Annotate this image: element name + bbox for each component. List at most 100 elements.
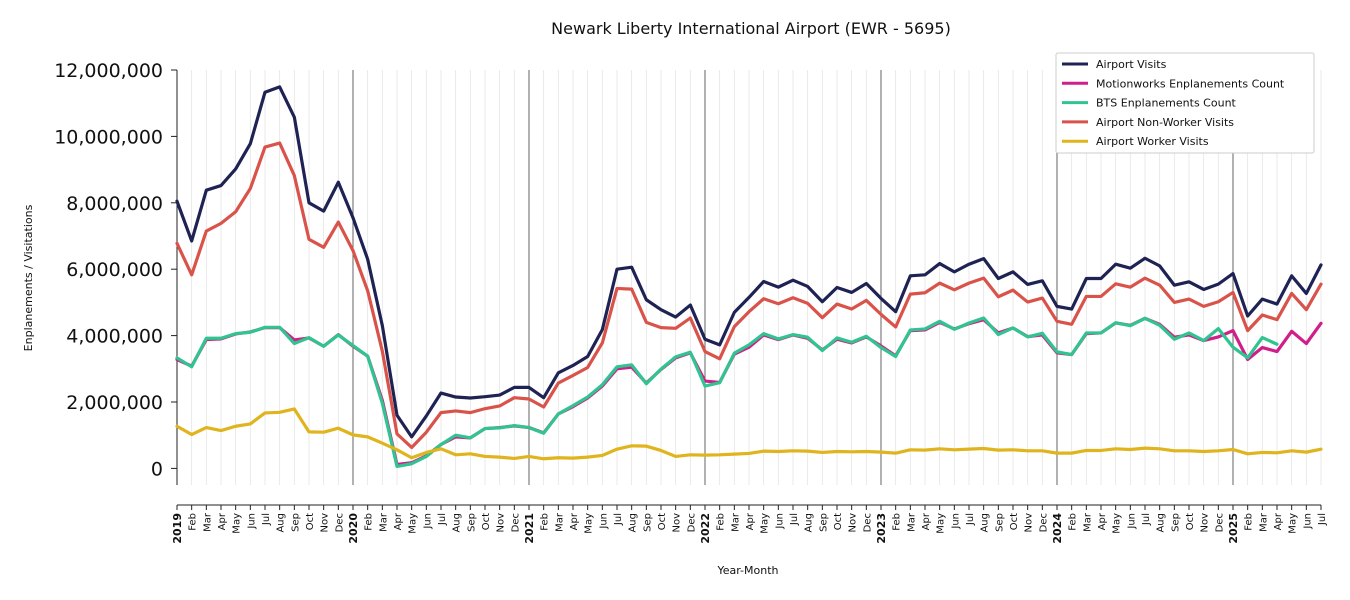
x-tick-label: 2025 [1227,513,1240,544]
x-tick-label: Dec [334,513,345,532]
x-tick-label: Jul [613,513,624,526]
x-tick-label: Feb [188,513,199,531]
x-tick-label: Nov [320,513,331,533]
x-tick-label: May [584,513,595,534]
legend-label: BTS Enplanements Count [1096,97,1237,110]
x-tick-label: Feb [1068,513,1079,531]
x-tick-label: Feb [540,513,551,531]
legend: Airport Visits Motionworks Enplanements C… [1055,52,1315,154]
x-tick-label: Jul [437,513,448,526]
x-tick-label: May [760,513,771,534]
x-tick-label: Feb [1244,513,1255,531]
x-tick-label: Apr [1097,512,1108,530]
x-tick-label: Jul [965,513,976,526]
x-tick-label: May [232,513,243,534]
y-tick-label: 12,000,000 [54,60,163,82]
x-tick-label: Sep [642,513,653,532]
x-tick-label: Sep [466,513,477,532]
x-tick-label: Apr [569,512,580,530]
x-tick-label: Apr [217,512,228,530]
x-tick-label: Oct [657,513,668,530]
x-tick-label: Oct [1185,513,1196,530]
x-tick-label: Nov [672,513,683,533]
x-tick-label: Aug [628,513,639,533]
x-tick-label: 2023 [875,513,888,544]
x-axis: 2019 Feb Mar Apr May Jun Jul Aug Sep Oct Nov Dec 202… [171,504,1328,544]
x-tick-label: Apr [1273,512,1284,530]
x-tick-label: 2021 [523,513,536,544]
x-tick-label: Sep [818,513,829,532]
x-tick-label: Oct [305,513,316,530]
x-tick-label: Apr [745,512,756,530]
chart-title: Newark Liberty International Airport (EW… [551,19,951,38]
x-tick-label: Mar [730,512,741,532]
series-lines [175,85,1323,469]
x-tick-label: Jul [1141,513,1152,526]
y-tick-label: 10,000,000 [54,126,163,148]
x-tick-label: Mar [378,512,389,532]
x-tick-label: Jun [950,513,961,530]
x-tick-label: Jun [598,513,609,530]
x-tick-label: May [1112,513,1123,534]
x-axis-label: Year-Month [716,564,778,577]
x-tick-label: Jun [422,513,433,530]
x-tick-label: Mar [554,512,565,532]
series-line-airport-worker-visits [175,407,1323,461]
x-tick-label: Jun [246,513,257,530]
x-tick-label: Mar [1082,512,1093,532]
x-tick-label: Aug [980,513,991,533]
x-tick-label: Aug [276,513,287,533]
x-tick-label: Jul [261,513,272,526]
x-tick-label: 2022 [699,513,712,544]
x-tick-label: Sep [290,513,301,532]
legend-box [1055,52,1315,154]
y-tick-label: 6,000,000 [66,259,163,281]
y-axis-label: Enplanements / Visitations [22,204,35,351]
x-tick-label: Nov [496,513,507,533]
x-tick-label: Aug [1156,513,1167,533]
x-tick-label: Mar [906,512,917,532]
y-tick-label: 4,000,000 [66,326,163,348]
x-tick-label: Mar [202,512,213,532]
x-tick-label: 2019 [171,513,184,544]
legend-label: Airport Visits [1096,58,1167,71]
x-tick-label: Sep [994,513,1005,532]
legend-label: Airport Worker Visits [1096,135,1209,148]
x-tick-label: Jul [789,513,800,526]
x-tick-label: May [1288,513,1299,534]
x-tick-label: Dec [686,513,697,532]
x-tick-label: Feb [716,513,727,531]
x-tick-label: Dec [862,513,873,532]
x-tick-label: Nov [1024,513,1035,533]
x-tick-label: Aug [452,513,463,533]
y-tick-label: 0 [151,458,163,480]
x-tick-label: 2024 [1051,513,1064,544]
x-tick-label: Apr [921,512,932,530]
x-tick-label: May [408,513,419,534]
x-tick-label: Dec [1214,513,1225,532]
x-tick-label: Oct [833,513,844,530]
series-line-bts-enplanements-count [175,316,1279,469]
x-tick-label: Feb [364,513,375,531]
x-tick-label: Feb [892,513,903,531]
x-tick-label: Jun [1302,513,1313,530]
legend-label: Airport Non-Worker Visits [1096,116,1234,129]
legend-label: Motionworks Enplanements Count [1096,77,1285,90]
x-tick-label: Jul [1317,513,1328,526]
x-tick-label: Jun [774,513,785,530]
x-tick-label: Sep [1170,513,1181,532]
x-tick-label: Apr [393,512,404,530]
y-tick-label: 8,000,000 [66,193,163,215]
y-axis: 0 2,000,000 4,000,000 6,000,000 8,000,000 10,… [54,60,178,485]
x-tick-label: Aug [804,513,815,533]
series-line-airport-visits [175,85,1323,439]
y-tick-label: 2,000,000 [66,392,163,414]
x-tick-label: May [936,513,947,534]
x-tick-label: Oct [1009,513,1020,530]
x-tick-label: Jun [1126,513,1137,530]
x-tick-label: Dec [510,513,521,532]
x-tick-label: Nov [1200,513,1211,533]
x-tick-label: Dec [1038,513,1049,532]
x-tick-label: Oct [481,513,492,530]
